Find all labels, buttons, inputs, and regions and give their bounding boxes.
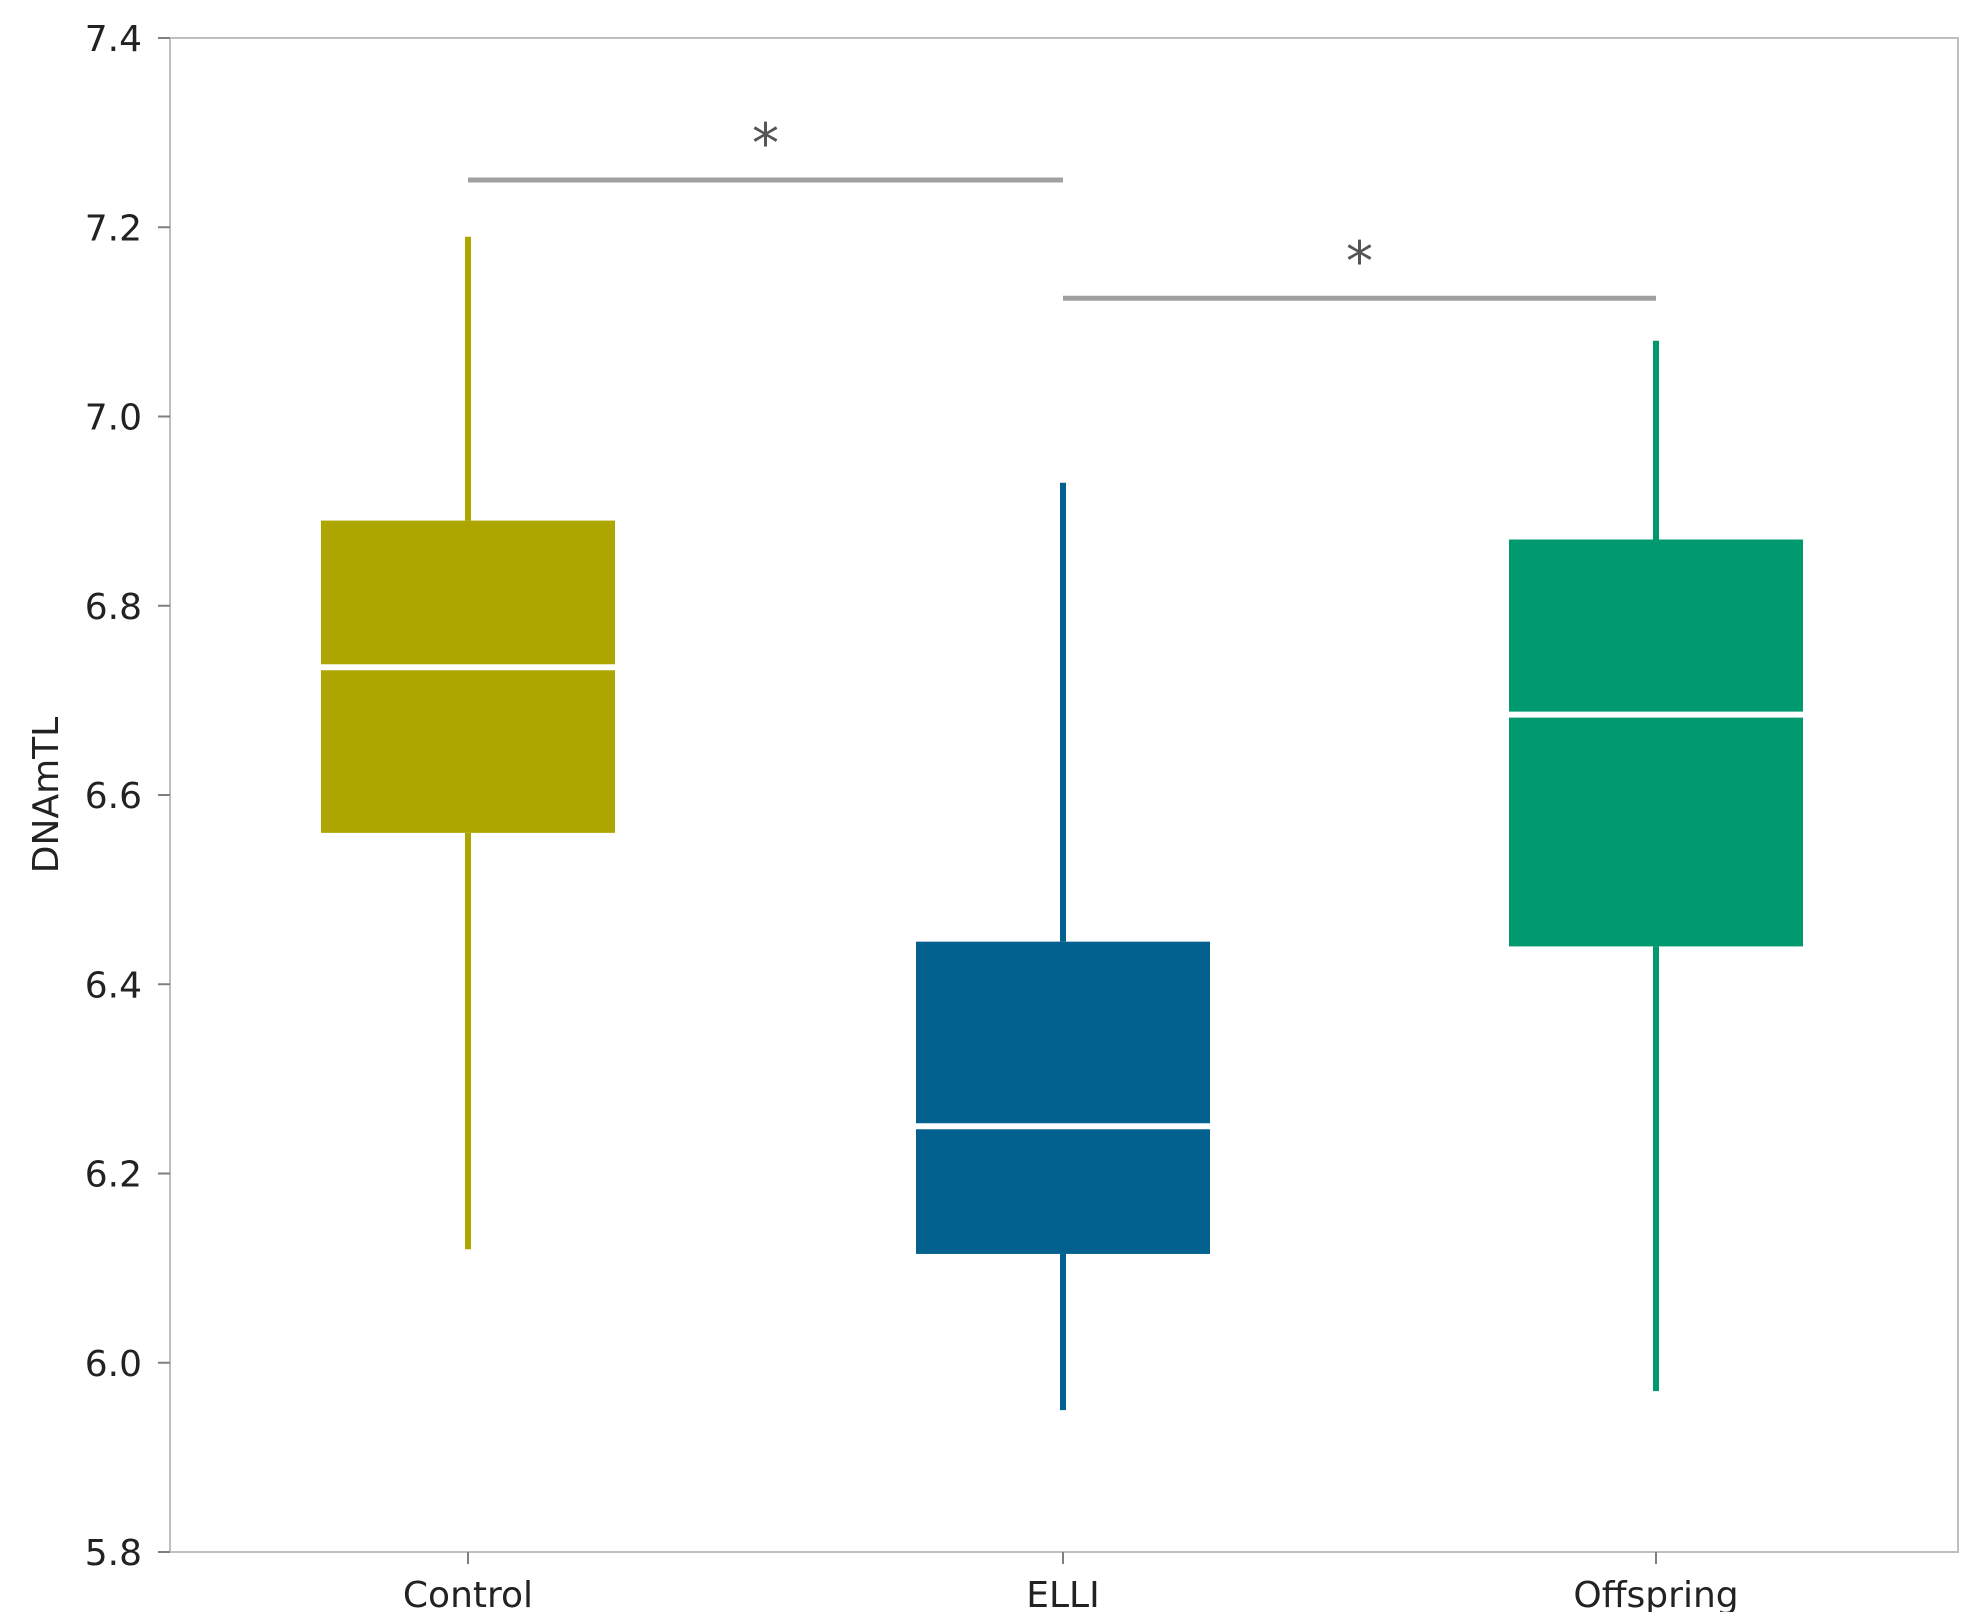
significance-bracket: *	[1063, 230, 1656, 301]
y-tick-label: 6.6	[85, 776, 142, 817]
y-tick-label: 7.4	[85, 19, 142, 60]
x-tick-label: Offspring	[1573, 1575, 1738, 1612]
y-tick-label: 6.2	[85, 1155, 142, 1196]
x-axis: Control ELLI Offspring	[403, 1552, 1739, 1612]
x-tick-label: Control	[403, 1575, 533, 1612]
y-tick-label: 6.4	[85, 965, 142, 1006]
box-elli	[916, 482, 1210, 1411]
significance-layer: **	[468, 112, 1656, 301]
box-offspring	[1509, 340, 1803, 1392]
iqr-box	[1509, 539, 1803, 947]
y-tick-label: 6.8	[85, 587, 142, 628]
x-tick-label: ELLI	[1026, 1575, 1099, 1612]
y-axis: 5.8 6.0 6.2 6.4 6.6 6.8 7.0 7.2 7.4	[85, 19, 170, 1574]
boxes-layer	[321, 236, 1803, 1411]
iqr-box	[916, 941, 1210, 1254]
y-axis-title: DNAmTL	[26, 717, 67, 873]
significance-star: *	[752, 112, 779, 175]
y-tick-label: 6.0	[85, 1344, 142, 1385]
y-tick-label: 5.8	[85, 1533, 142, 1574]
box-control	[321, 236, 615, 1250]
significance-bracket: *	[468, 112, 1063, 183]
y-tick-label: 7.0	[85, 398, 142, 439]
y-tick-label: 7.2	[85, 208, 142, 249]
iqr-box	[321, 520, 615, 833]
significance-star: *	[1346, 230, 1373, 293]
